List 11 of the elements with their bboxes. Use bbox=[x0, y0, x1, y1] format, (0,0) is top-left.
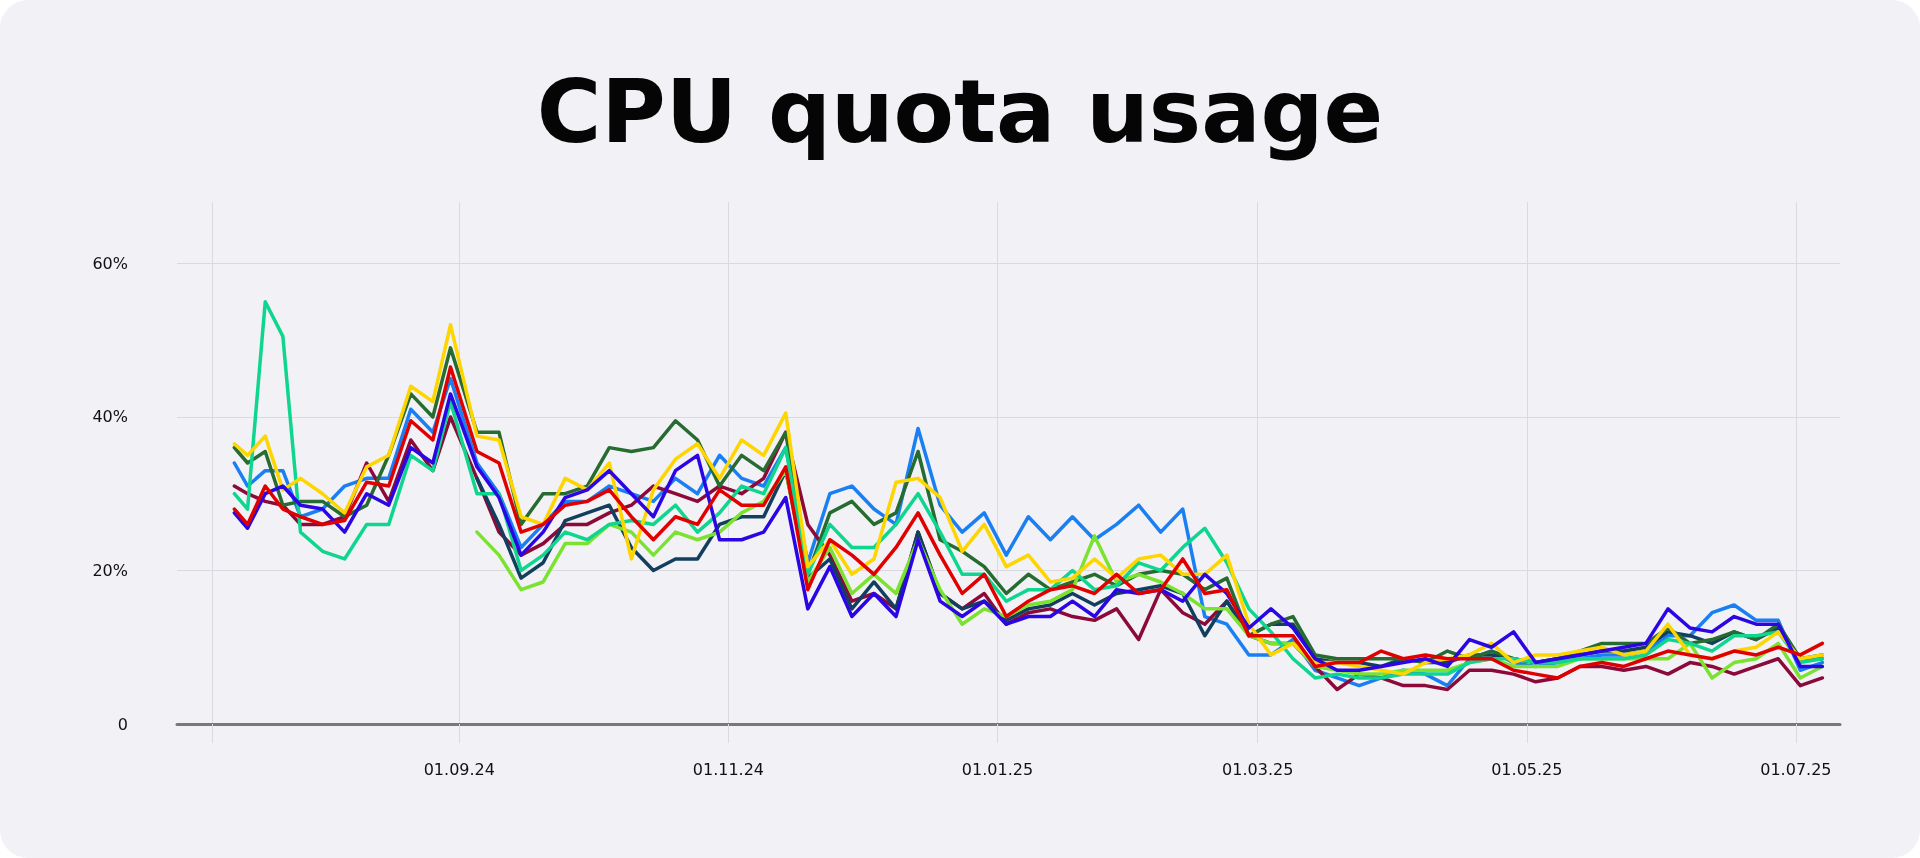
y-tick-label: 60% bbox=[92, 253, 128, 273]
y-tick-label: 40% bbox=[92, 407, 128, 427]
chart-title: CPU quota usage bbox=[536, 59, 1384, 163]
x-tick-label: 01.07.25 bbox=[1760, 759, 1832, 779]
x-tick-label: 01.05.25 bbox=[1491, 759, 1563, 779]
x-tick-label: 01.01.25 bbox=[961, 759, 1034, 779]
x-tick-label: 01.11.24 bbox=[692, 759, 765, 779]
y-tick-label: 20% bbox=[92, 560, 128, 580]
x-tick-label: 01.03.25 bbox=[1222, 759, 1294, 779]
y-tick-label: 0 bbox=[117, 714, 128, 734]
x-tick-label: 01.09.24 bbox=[423, 759, 495, 779]
